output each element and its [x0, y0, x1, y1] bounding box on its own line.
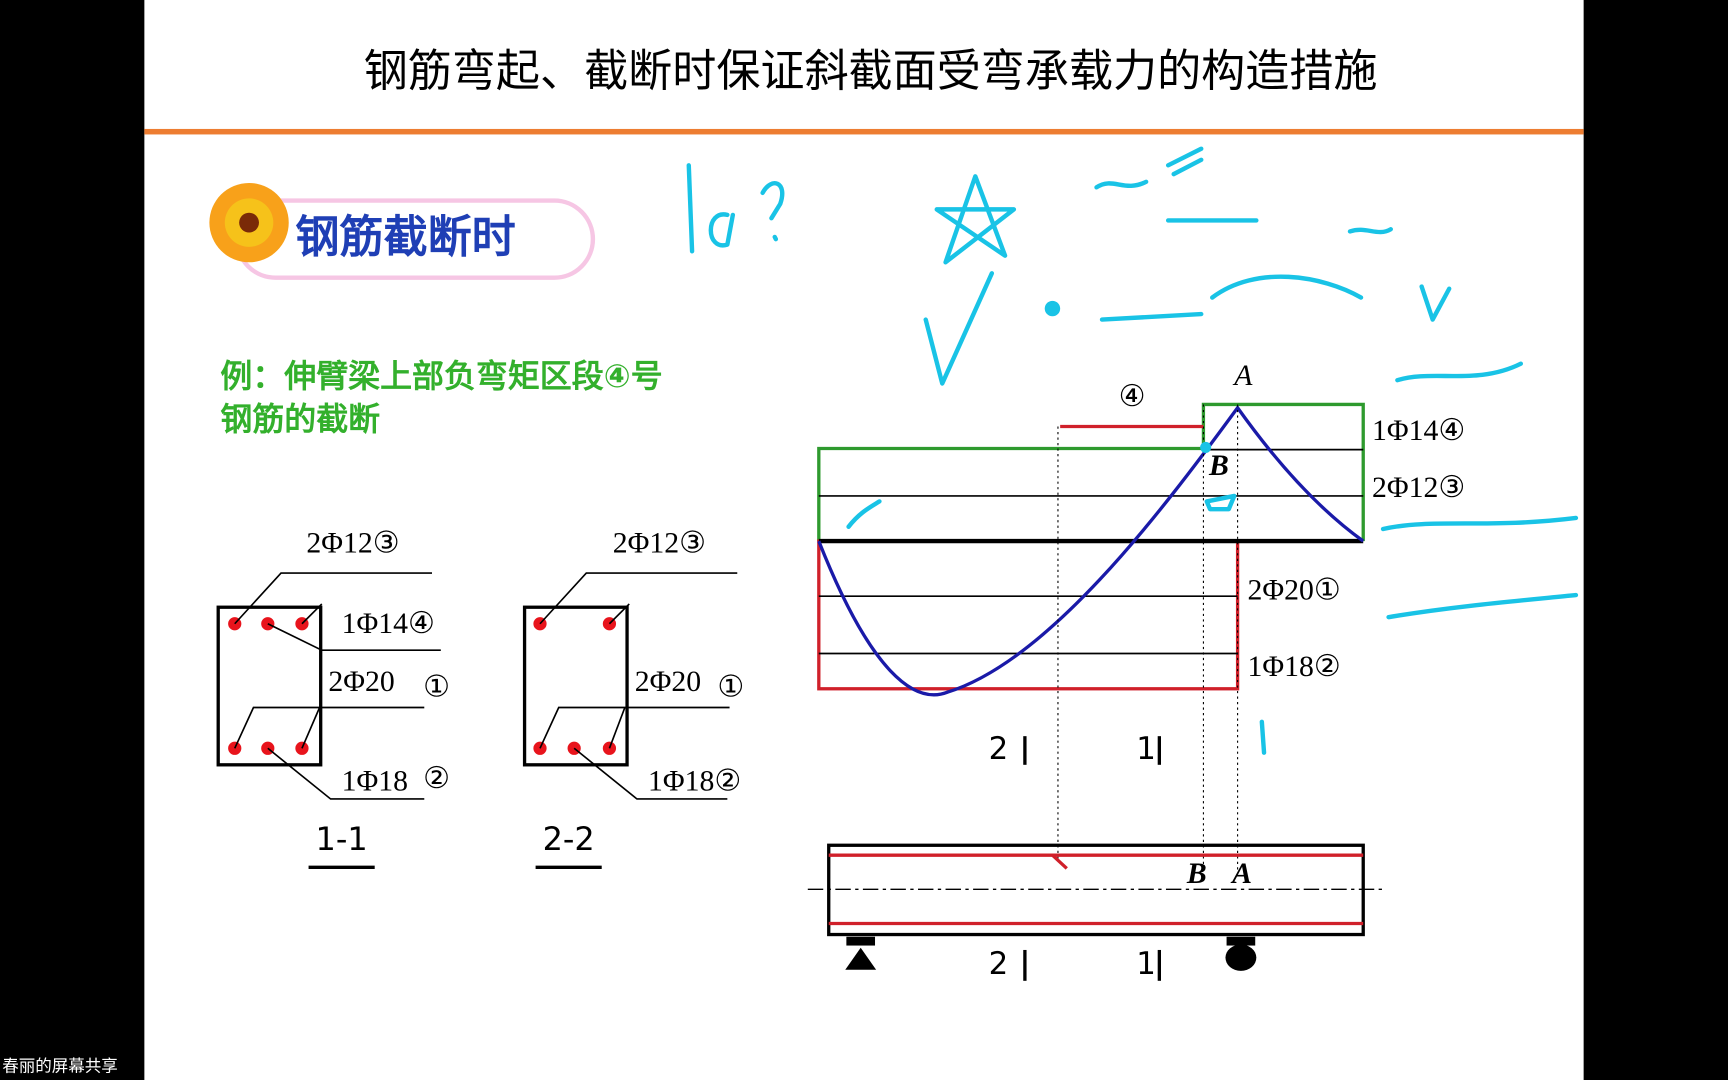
beam-point-label: A: [1230, 857, 1252, 890]
section-mark: 1: [1136, 731, 1156, 767]
rebar-label: 2Φ20: [328, 665, 394, 698]
point-label: B: [1208, 449, 1229, 482]
example-line: 例：伸臂梁上部负弯矩区段④号: [220, 357, 662, 395]
beam-point-label: B: [1186, 857, 1207, 890]
bar-label: 1Φ18②: [1248, 650, 1341, 683]
bar-number: ④: [1119, 380, 1146, 413]
rebar-label: 1Φ14④: [342, 607, 435, 640]
handwriting: [686, 146, 1579, 755]
bar-label: 2Φ12③: [1372, 471, 1465, 504]
section-name: 2-2: [543, 820, 595, 858]
rebar-number: ①: [717, 671, 744, 704]
point-label: A: [1232, 359, 1253, 392]
rebar-number: ②: [423, 762, 450, 795]
slide-title: 钢筋弯起、截断时保证斜截面受弯承载力的构造措施: [364, 46, 1378, 97]
title-rule: [144, 128, 1584, 135]
section-name: 1-1: [316, 820, 368, 858]
flower-icon: [209, 182, 289, 263]
section-mark: 2: [989, 946, 1009, 982]
section-heading: 钢筋截断时: [295, 212, 515, 263]
rebar-label: 2Φ12③: [613, 526, 706, 559]
rebar-label: 2Φ12③: [306, 526, 399, 559]
rebar-number: ①: [423, 671, 450, 704]
bar-label: 2Φ20①: [1248, 574, 1341, 607]
bar-label: 1Φ14④: [1372, 414, 1465, 447]
section-mark: 1: [1136, 946, 1156, 982]
screen-share-label: 春丽的屏幕共享: [2, 1056, 118, 1075]
example-line: 钢筋的截断: [220, 400, 380, 438]
rebar-label: 1Φ18: [342, 764, 408, 797]
section-1-1: [216, 572, 441, 869]
rebar-label: 1Φ18②: [648, 764, 741, 797]
rebar-label: 2Φ20: [635, 665, 701, 698]
moment-diagram: [817, 402, 1365, 871]
section-2-2: [522, 572, 738, 869]
beam: [807, 843, 1386, 981]
section-mark: 2: [989, 731, 1009, 767]
